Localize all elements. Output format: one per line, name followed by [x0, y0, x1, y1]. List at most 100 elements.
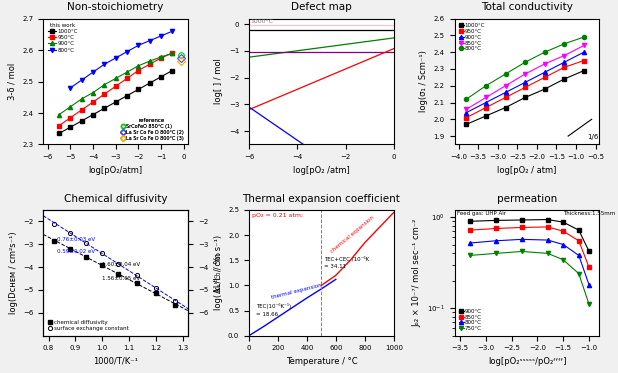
thermal expansion — [318, 287, 325, 291]
900°C — [559, 220, 567, 225]
900°C — [493, 218, 500, 223]
Text: 1.60±0.04 eV: 1.60±0.04 eV — [102, 262, 140, 267]
Line: 1000°C: 1000°C — [57, 69, 174, 135]
1000°C — [482, 114, 489, 118]
850°C — [575, 239, 583, 243]
800°C — [518, 237, 525, 242]
900°C — [502, 90, 509, 95]
Title: permeation: permeation — [497, 194, 557, 204]
Text: Feed gas: UHP Air: Feed gas: UHP Air — [457, 211, 506, 216]
Text: 1000°C: 1000°C — [250, 19, 273, 23]
950°C — [169, 51, 176, 56]
900°C — [585, 249, 593, 254]
Text: = 34.11: = 34.11 — [324, 264, 346, 269]
chemical expansion — [376, 225, 383, 230]
Text: TEC+CEC /10⁻⁶K: TEC+CEC /10⁻⁶K — [324, 256, 370, 261]
Y-axis label: Jₒ₂ × 10⁻⁷/ mol sec⁻¹ cm⁻²: Jₒ₂ × 10⁻⁷/ mol sec⁻¹ cm⁻² — [413, 219, 421, 327]
1000°C — [561, 77, 568, 81]
Text: chemical expansion: chemical expansion — [330, 214, 375, 254]
1000°C — [135, 87, 142, 92]
850°C — [585, 265, 593, 270]
X-axis label: 1000/T/K⁻¹: 1000/T/K⁻¹ — [93, 357, 138, 366]
800°C — [561, 41, 568, 46]
thermal expansion — [274, 315, 282, 319]
850°C — [518, 225, 525, 230]
Title: Defect map: Defect map — [291, 2, 352, 12]
900°C — [518, 218, 525, 222]
750°C — [585, 302, 593, 307]
950°C — [146, 62, 153, 66]
Line: 950°C: 950°C — [464, 59, 586, 120]
850°C — [493, 226, 500, 231]
X-axis label: log[pO₂ /atm]: log[pO₂ /atm] — [293, 166, 350, 175]
X-axis label: log[pO₂ / atm]: log[pO₂ / atm] — [497, 166, 557, 175]
950°C — [482, 105, 489, 110]
Line: thermal expansion: thermal expansion — [249, 279, 336, 336]
thermal expansion — [332, 277, 339, 282]
Text: thermal expansion: thermal expansion — [271, 283, 322, 301]
1000°C — [56, 131, 63, 136]
Title: Non-stoichiometry: Non-stoichiometry — [67, 2, 164, 12]
800°C — [169, 29, 176, 34]
Line: 800°C: 800°C — [468, 237, 591, 287]
Legend: 900°C, 850°C, 800°C, 750°C: 900°C, 850°C, 800°C, 750°C — [457, 307, 483, 333]
750°C — [575, 272, 583, 276]
900°C — [575, 228, 583, 232]
Y-axis label: log(σ₁ / Scm⁻¹): log(σ₁ / Scm⁻¹) — [419, 51, 428, 113]
800°C — [112, 56, 119, 60]
Y-axis label: log( kₛᴵᴼᴼ / cm s⁻¹): log( kₛᴵᴼᴼ / cm s⁻¹) — [214, 235, 222, 310]
750°C — [544, 251, 551, 256]
Line: 900°C: 900°C — [468, 217, 591, 254]
900°C — [56, 112, 63, 117]
Line: surface exchange constant: surface exchange constant — [52, 222, 177, 304]
1000°C — [67, 125, 74, 129]
950°C — [561, 65, 568, 69]
Text: 0.59±0.02 eV: 0.59±0.02 eV — [57, 249, 95, 254]
950°C — [56, 123, 63, 128]
800°C — [522, 60, 529, 65]
900°C — [544, 217, 551, 222]
Text: pO₂ = 0.21 atm;: pO₂ = 0.21 atm; — [252, 213, 303, 219]
900°C — [90, 90, 97, 95]
thermal expansion — [260, 325, 267, 329]
950°C — [463, 115, 470, 120]
900°C — [169, 51, 176, 56]
chemical expansion — [332, 273, 339, 278]
800°C — [493, 239, 500, 243]
1000°C — [169, 68, 176, 73]
Line: 900°C: 900°C — [464, 50, 586, 115]
850°C — [502, 84, 509, 88]
950°C — [502, 95, 509, 100]
900°C — [67, 104, 74, 109]
chemical expansion — [390, 210, 397, 214]
Title: Chemical diffusivity: Chemical diffusivity — [64, 194, 167, 204]
900°C — [146, 59, 153, 63]
850°C — [559, 229, 567, 233]
800°C — [559, 242, 567, 247]
950°C — [522, 85, 529, 90]
950°C — [157, 56, 164, 60]
800°C — [67, 86, 74, 90]
800°C — [135, 43, 142, 48]
850°C — [463, 107, 470, 112]
surface exchange constant — [66, 231, 74, 235]
950°C — [123, 76, 130, 81]
750°C — [467, 253, 474, 258]
950°C — [90, 100, 97, 104]
thermal expansion — [303, 296, 311, 300]
800°C — [544, 238, 551, 242]
chemical expansion — [318, 283, 325, 288]
thermal expansion — [289, 305, 296, 310]
800°C — [78, 78, 85, 82]
chemical expansion — [347, 258, 354, 263]
900°C — [157, 55, 164, 59]
Line: 850°C: 850°C — [464, 43, 586, 111]
850°C — [561, 53, 568, 58]
surface exchange constant — [82, 241, 90, 245]
1000°C — [522, 95, 529, 100]
800°C — [585, 283, 593, 287]
1000°C — [123, 94, 130, 98]
800°C — [482, 84, 489, 88]
X-axis label: log[pO₂/atm]: log[pO₂/atm] — [88, 166, 143, 175]
Title: Total conductivity: Total conductivity — [481, 2, 573, 12]
